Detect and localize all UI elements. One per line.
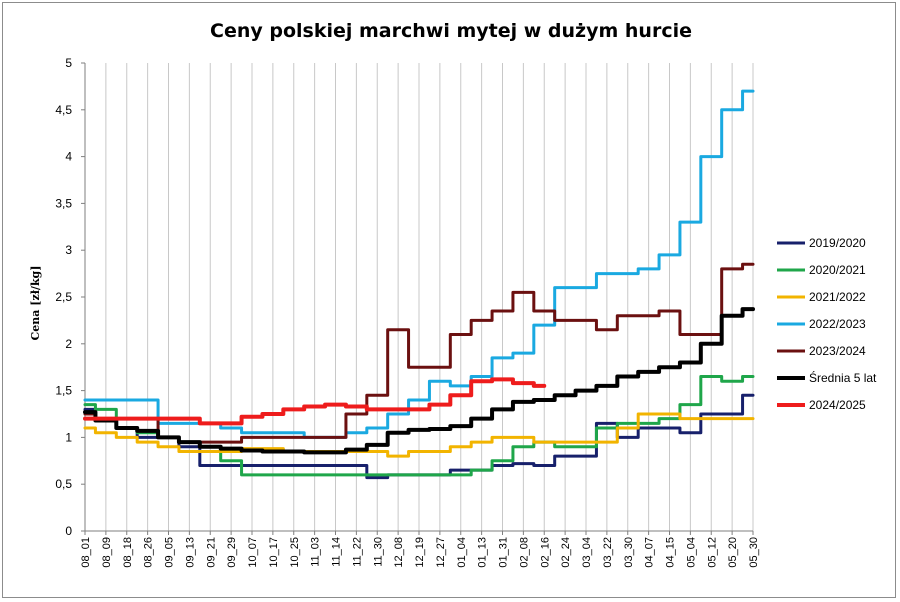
- y-tick-label: 4: [65, 150, 72, 164]
- x-tick-label: 08_09: [101, 537, 113, 568]
- series-line: [83, 377, 547, 426]
- x-tick-label: 05_12: [706, 537, 718, 568]
- y-tick-label: 0,5: [55, 477, 72, 491]
- legend-label: 2020/2021: [809, 263, 866, 277]
- x-tick-label: 04_15: [665, 537, 677, 568]
- x-tick-label: 09_13: [184, 537, 196, 568]
- x-tick-label: 03_04: [581, 537, 593, 568]
- y-axis-label: Cena [zł/kg]: [29, 266, 42, 341]
- x-tick-label: 05_04: [685, 537, 697, 568]
- y-tick-label: 1: [65, 430, 72, 444]
- legend: 2019/2020 2020/2021 2021/2022 2022/2023 2023…: [777, 236, 877, 412]
- legend-label: 2024/2025: [809, 398, 866, 412]
- x-tick-label: 10_25: [289, 537, 301, 568]
- x-tick-label: 12_27: [435, 537, 447, 568]
- line-chart: Ceny polskiej marchwi mytej w dużym hurc…: [29, 20, 877, 568]
- x-tick-label: 09_29: [226, 537, 238, 568]
- x-tick-label: 10_17: [268, 537, 280, 568]
- x-tick-label: 03_30: [623, 537, 635, 568]
- y-tick-label: 3,5: [55, 196, 72, 210]
- x-tick-label: 08_26: [143, 537, 155, 568]
- y-tick-label: 5: [65, 56, 72, 70]
- x-tick-label: 11_22: [351, 537, 363, 567]
- x-tick-label: 10_07: [247, 537, 259, 568]
- grid-lines: [84, 63, 754, 531]
- y-tick-label: 1,5: [55, 384, 72, 398]
- x-tick-label: 12_08: [393, 537, 405, 568]
- y-tick-label: 2: [65, 337, 72, 351]
- x-tick-label: 09_21: [205, 537, 217, 568]
- x-tick-label: 11_03: [310, 537, 322, 567]
- x-tick-label: 09_05: [164, 537, 176, 568]
- x-axis-ticks: 08_01 08_09 08_18 08_26 09_05 09_13 09_21 09_29…: [80, 531, 760, 568]
- x-tick-label: 08_01: [80, 537, 92, 568]
- x-tick-label: 02_08: [518, 537, 530, 568]
- y-axis-ticks: 0 0,5 1 1,5 2 2,5 3 3,5 4 4,5 5: [55, 56, 85, 538]
- x-tick-label: 08_18: [122, 537, 134, 568]
- y-tick-label: 2,5: [55, 290, 72, 304]
- legend-label: 2019/2020: [809, 236, 866, 250]
- x-tick-label: 11_30: [372, 537, 384, 567]
- legend-label: 2021/2022: [809, 290, 866, 304]
- y-tick-label: 0: [65, 524, 72, 538]
- x-tick-label: 03_22: [602, 537, 614, 568]
- series-lines: [83, 89, 755, 480]
- x-tick-label: 01_31: [498, 537, 510, 568]
- x-tick-label: 02_24: [560, 537, 572, 568]
- x-tick-label: 11_14: [331, 537, 343, 567]
- legend-label: 2022/2023: [809, 317, 866, 331]
- legend-label: 2023/2024: [809, 344, 866, 358]
- x-tick-label: 01_04: [456, 537, 468, 568]
- x-tick-label: 12_19: [414, 537, 426, 568]
- x-tick-label: 05_30: [748, 537, 760, 568]
- series-line: [83, 307, 755, 455]
- x-tick-label: 05_20: [727, 537, 739, 568]
- series-line: [83, 412, 755, 458]
- chart-title: Ceny polskiej marchwi mytej w dużym hurc…: [210, 20, 692, 42]
- y-tick-label: 3: [65, 243, 72, 257]
- legend-label: Średnia 5 lat: [809, 370, 877, 385]
- x-tick-label: 04_07: [644, 537, 656, 568]
- x-tick-label: 02_16: [539, 537, 551, 568]
- x-tick-label: 01_13: [477, 537, 489, 568]
- y-tick-label: 4,5: [55, 103, 72, 117]
